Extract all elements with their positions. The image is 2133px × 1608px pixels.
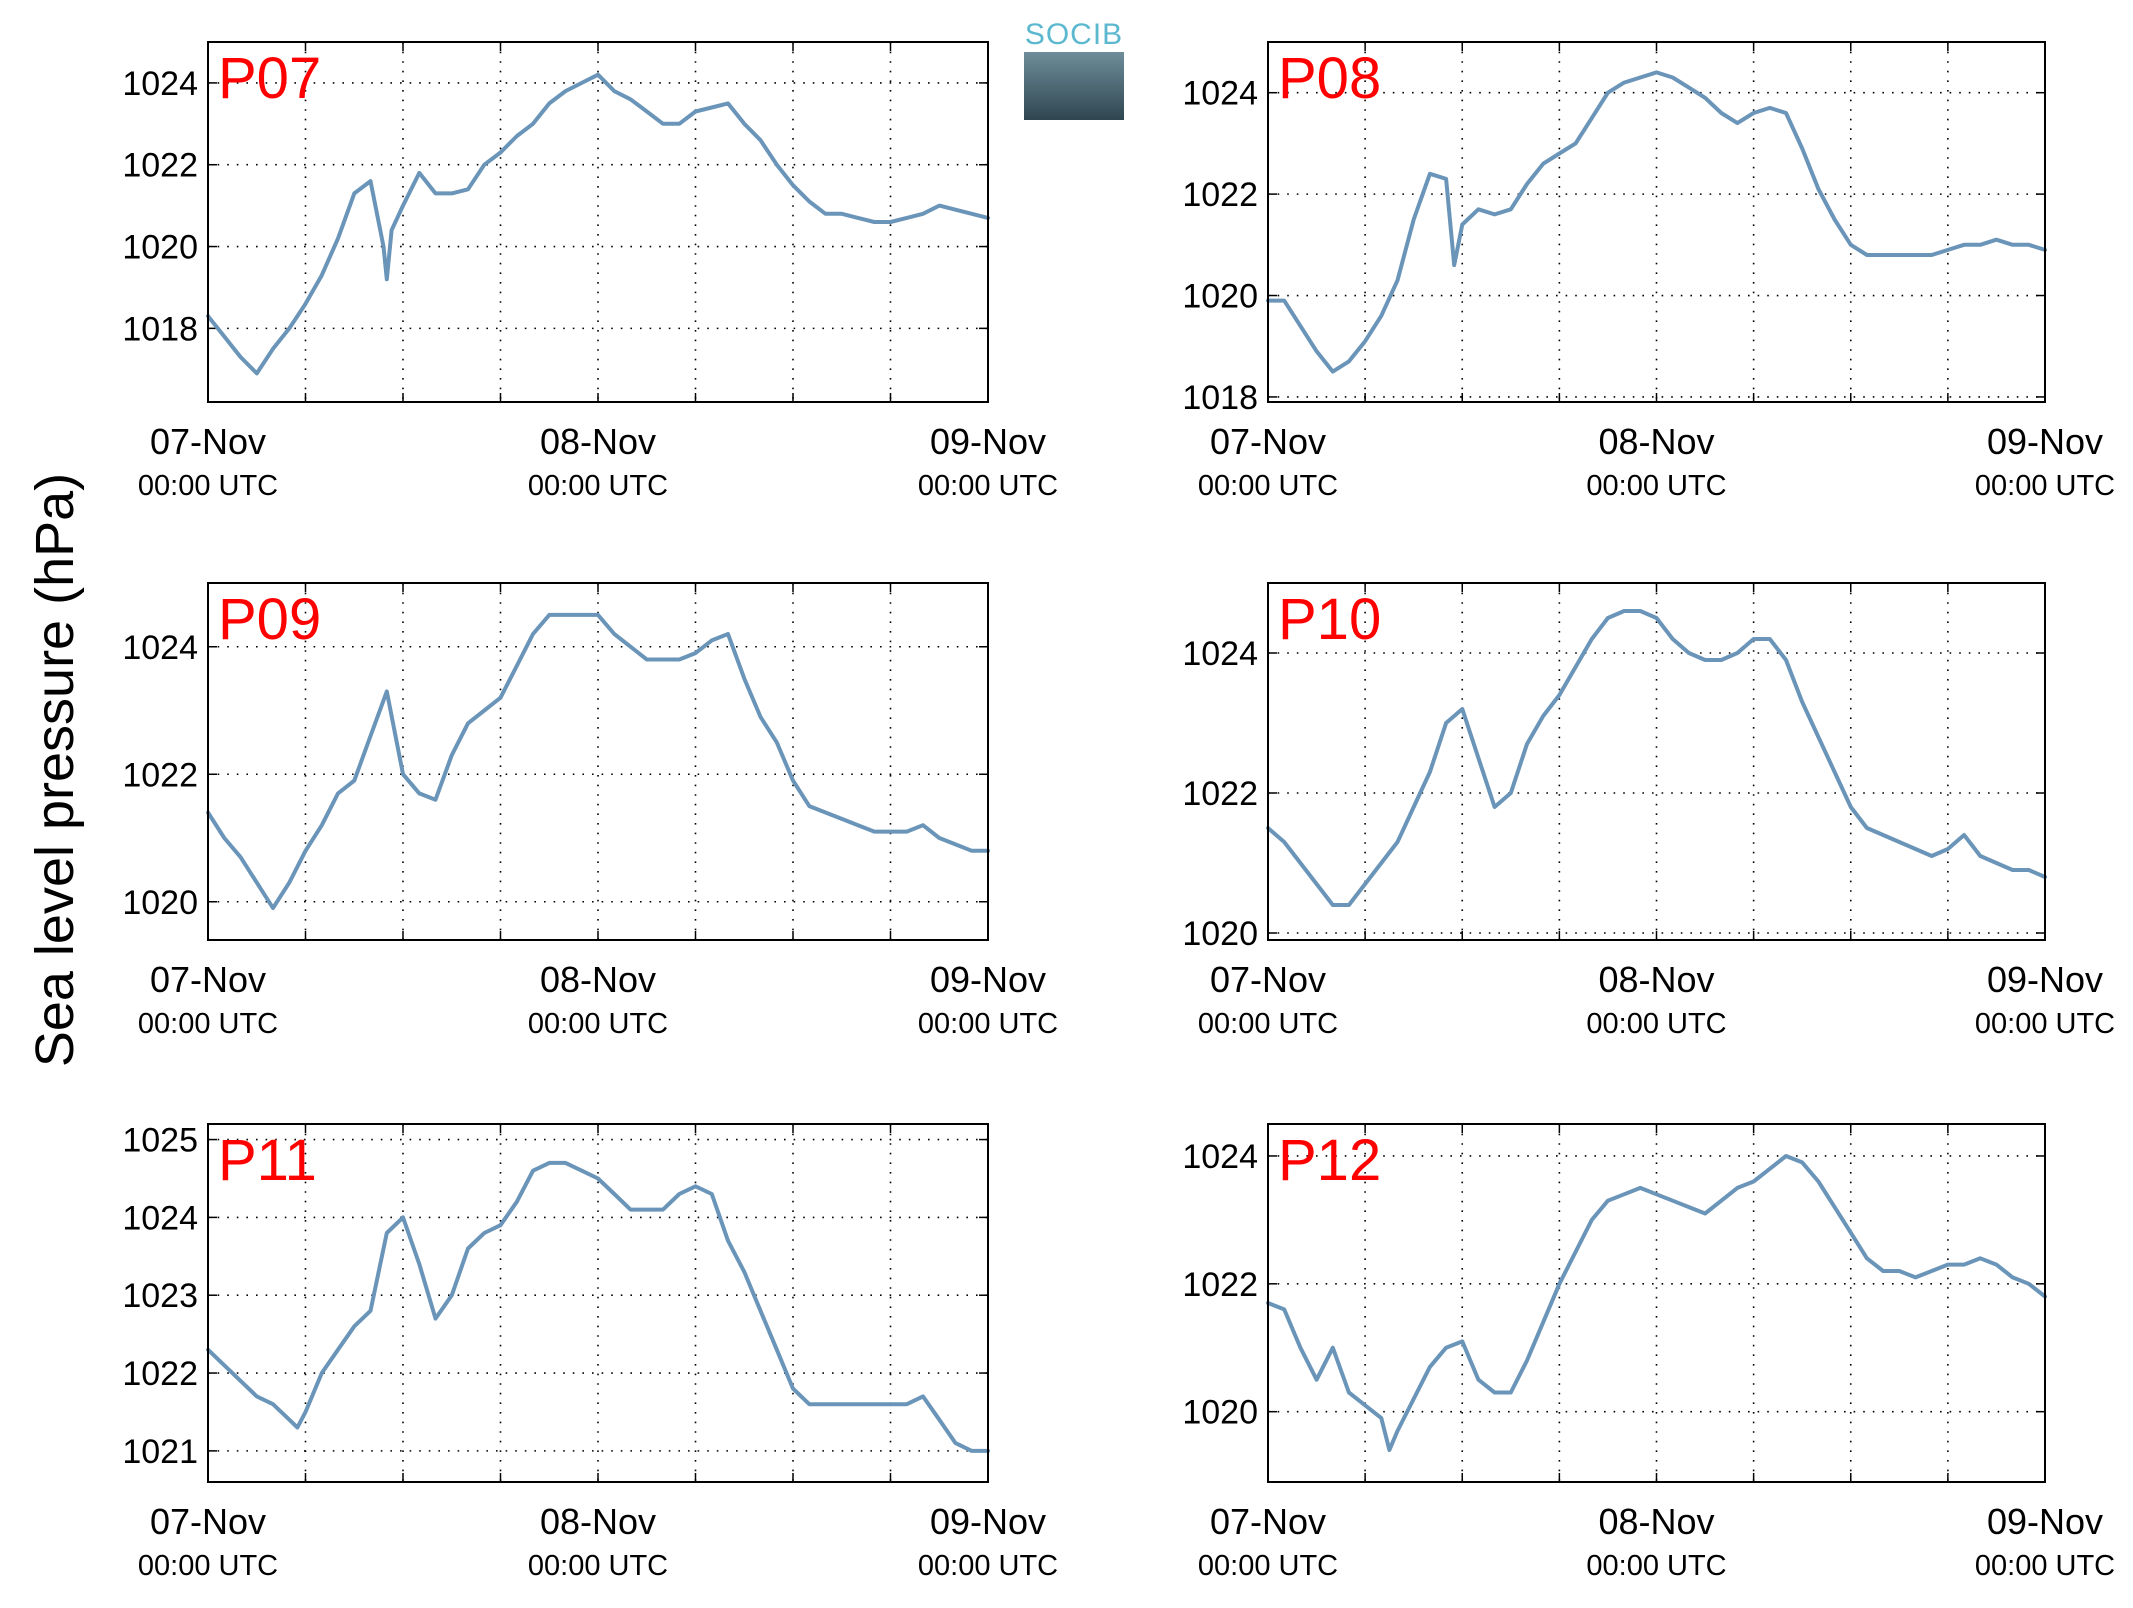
x-tick-label-day: 08-Nov (540, 959, 656, 1000)
x-tick-label-time: 00:00 UTC (918, 1008, 1058, 1040)
x-tick-label-time: 00:00 UTC (528, 1008, 668, 1040)
y-tick-label: 1020 (1182, 1394, 1258, 1432)
x-tick-label-time: 00:00 UTC (1198, 1550, 1338, 1582)
y-tick-label: 1018 (122, 310, 198, 348)
panel-title: P09 (218, 587, 321, 652)
y-tick-label: 1024 (1182, 635, 1258, 673)
x-tick-label-day: 07-Nov (150, 959, 266, 1000)
y-tick-label: 1020 (122, 884, 198, 922)
socib-logo: SOCIB (1024, 18, 1124, 120)
series-line (206, 1160, 990, 1453)
x-tick-label-time: 00:00 UTC (1198, 470, 1338, 502)
x-tick-label-day: 09-Nov (1987, 959, 2103, 1000)
panel-title: P11 (218, 1128, 317, 1193)
x-tick-label-time: 00:00 UTC (918, 470, 1058, 502)
x-tick-label-day: 09-Nov (930, 959, 1046, 1000)
chart-panel-p12: 1020 1022 1024 07-Nov 00:00 UTC 08-Nov 00:00 U… (1182, 1123, 2115, 1582)
y-tick-label: 1024 (122, 65, 198, 103)
x-tick-label-day: 07-Nov (150, 421, 266, 462)
panel-title: P10 (1278, 587, 1381, 652)
y-tick-label: 1025 (122, 1122, 198, 1160)
x-tick-label-time: 00:00 UTC (1975, 470, 2115, 502)
plot-frame (1267, 41, 2046, 403)
x-tick-label-time: 00:00 UTC (1586, 1550, 1726, 1582)
y-tick-label: 1022 (122, 1355, 198, 1393)
chart-panel-p11: 1021 1022 1023 1024 1025 07-Nov 00:00 UTC 08-No… (122, 1122, 1058, 1582)
plot-frame (207, 1123, 989, 1483)
chart-panel-p09: 1020 1022 1024 07-Nov 00:00 UTC 08-Nov 00:00 U… (122, 582, 1058, 1040)
x-tick-label-day: 08-Nov (1598, 421, 1714, 462)
y-tick-label: 1020 (1182, 915, 1258, 953)
logo-text: SOCIB (1024, 18, 1124, 51)
y-tick-label: 1021 (122, 1433, 198, 1471)
x-tick-label-day: 09-Nov (1987, 421, 2103, 462)
x-tick-label-day: 07-Nov (1210, 959, 1326, 1000)
x-tick-label-time: 00:00 UTC (1975, 1008, 2115, 1040)
y-tick-label: 1020 (122, 229, 198, 267)
y-tick-label: 1018 (1182, 379, 1258, 417)
y-tick-label: 1022 (1182, 775, 1258, 813)
x-tick-label-day: 07-Nov (150, 1501, 266, 1542)
x-tick-label-time: 00:00 UTC (1198, 1008, 1338, 1040)
y-tick-label: 1024 (1182, 75, 1258, 113)
y-tick-label: 1022 (122, 756, 198, 794)
y-tick-label: 1022 (1182, 176, 1258, 214)
x-tick-label-time: 00:00 UTC (138, 1008, 278, 1040)
y-tick-label: 1024 (122, 1199, 198, 1237)
x-tick-label-day: 08-Nov (1598, 959, 1714, 1000)
x-tick-label-time: 00:00 UTC (528, 470, 668, 502)
plot-frame (1267, 582, 2046, 941)
series-line (206, 72, 990, 376)
y-tick-label: 1023 (122, 1277, 198, 1315)
y-tick-label: 1024 (122, 629, 198, 667)
series-line (1266, 1154, 2047, 1452)
x-tick-label-time: 00:00 UTC (1586, 470, 1726, 502)
plot-frame (207, 41, 989, 403)
x-tick-label-day: 09-Nov (1987, 1501, 2103, 1542)
x-tick-label-day: 08-Nov (540, 421, 656, 462)
panel-title: P12 (1278, 1128, 1381, 1193)
series-line (206, 612, 990, 911)
chart-panel-p07: 1018 1020 1022 1024 07-Nov 00:00 UTC 08-Nov 00:… (122, 41, 1058, 502)
x-tick-label-time: 00:00 UTC (918, 1550, 1058, 1582)
chart-panel-p10: 1020 1022 1024 07-Nov 00:00 UTC 08-Nov 00:00 U… (1182, 582, 2115, 1040)
x-tick-label-day: 09-Nov (930, 421, 1046, 462)
x-tick-label-day: 08-Nov (540, 1501, 656, 1542)
x-tick-label-time: 00:00 UTC (1975, 1550, 2115, 1582)
y-tick-label: 1020 (1182, 278, 1258, 316)
plot-frame (207, 582, 989, 941)
x-tick-label-time: 00:00 UTC (138, 1550, 278, 1582)
plot-frame (1267, 1123, 2046, 1483)
y-axis-label: Sea level pressure (hPa) (25, 472, 85, 1068)
chart-panel-p08: 1018 1020 1022 1024 07-Nov 00:00 UTC 08-Nov 00:… (1182, 41, 2115, 502)
series-line (1266, 609, 2047, 907)
logo-icon (1024, 52, 1124, 120)
y-tick-label: 1022 (1182, 1266, 1258, 1304)
y-tick-label: 1024 (1182, 1138, 1258, 1176)
x-tick-label-time: 00:00 UTC (1586, 1008, 1726, 1040)
x-tick-label-time: 00:00 UTC (138, 470, 278, 502)
x-tick-label-day: 09-Nov (930, 1501, 1046, 1542)
y-tick-label: 1022 (122, 147, 198, 185)
panel-title: P08 (1278, 46, 1381, 111)
x-tick-label-day: 07-Nov (1210, 421, 1326, 462)
x-tick-label-time: 00:00 UTC (528, 1550, 668, 1582)
x-tick-label-day: 08-Nov (1598, 1501, 1714, 1542)
x-tick-label-day: 07-Nov (1210, 1501, 1326, 1542)
panel-title: P07 (218, 46, 321, 111)
series-line (1266, 70, 2047, 374)
